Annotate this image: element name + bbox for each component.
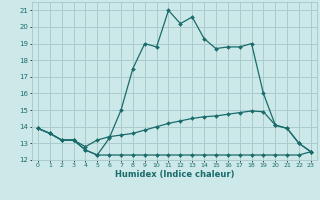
X-axis label: Humidex (Indice chaleur): Humidex (Indice chaleur) (115, 170, 234, 179)
